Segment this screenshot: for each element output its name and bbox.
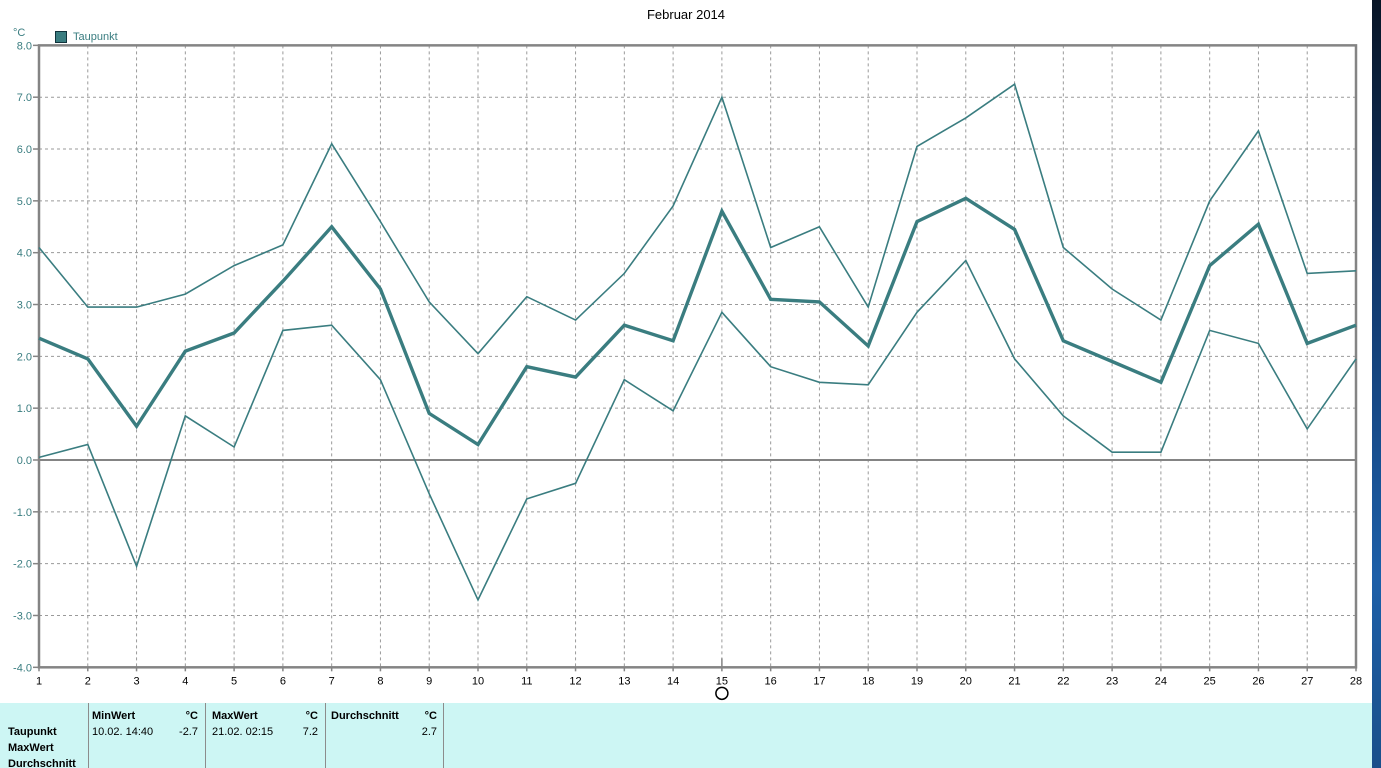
maxwert-date: 21.02. 02:15: [212, 726, 274, 738]
marked-day-circle[interactable]: [715, 686, 729, 701]
x-axis-label: 21: [1008, 675, 1020, 687]
x-axis-label: 22: [1057, 675, 1069, 687]
x-axis-label: 8: [377, 675, 383, 687]
x-axis-label: 3: [133, 675, 139, 687]
table-row-label-maxwert: MaxWert: [8, 742, 54, 754]
legend: Taupunkt: [55, 30, 118, 43]
x-axis-label: 25: [1204, 675, 1216, 687]
legend-swatch-icon: [55, 30, 67, 43]
table-separator: [205, 703, 206, 768]
x-axis-label: 20: [960, 675, 972, 687]
x-axis-label: 17: [813, 675, 825, 687]
y-axis-label: 6.0: [17, 144, 32, 156]
x-axis-label: 16: [765, 675, 777, 687]
y-axis-label: 2.0: [17, 351, 32, 363]
legend-label: Taupunkt: [73, 30, 118, 43]
table-header-durchschnitt: Durchschnitt: [331, 710, 399, 722]
table-header-minwert: MinWert: [92, 710, 136, 722]
x-axis-label: 13: [618, 675, 630, 687]
x-axis-label: 15: [716, 675, 728, 687]
table-separator: [325, 703, 326, 768]
y-axis-label: -2.0: [13, 559, 32, 571]
y-axis-label: 0.0: [17, 455, 32, 467]
x-axis-label: 4: [182, 675, 188, 687]
x-axis-label: 5: [231, 675, 237, 687]
min-line: [38, 259, 1357, 602]
y-axis-label: -3.0: [13, 610, 32, 622]
x-axis-label: 26: [1252, 675, 1264, 687]
y-axis-label: 7.0: [17, 92, 32, 104]
chart-canvas: 8.0 7.0 6.0 5.0 4.0 3.0 2.0 1.0 0.0 -1.0 -2.0 -3.0 -…: [13, 40, 1362, 701]
table-separator: [443, 703, 444, 768]
x-axis-label: 28: [1350, 675, 1362, 687]
max-line: [38, 82, 1357, 355]
x-axis-label: 7: [329, 675, 335, 687]
chart-title: Februar 2014: [646, 7, 726, 22]
table-row-label-taupunkt: Taupunkt: [8, 726, 57, 738]
window-edge: [1372, 0, 1381, 768]
y-axis-label: 8.0: [17, 40, 32, 52]
x-axis-label: 6: [280, 675, 286, 687]
table-row-label-durchschnitt: Durchschnitt: [8, 758, 76, 768]
durchschnitt-value: 2.7: [421, 726, 437, 738]
x-axis-label: 23: [1106, 675, 1118, 687]
x-axis-label: 14: [667, 675, 679, 687]
table-header-maxwert-unit: °C: [305, 710, 318, 722]
y-axis-label: 1.0: [17, 403, 32, 415]
minwert-date: 10.02. 14:40: [92, 726, 154, 738]
x-axis-label: 10: [472, 675, 484, 687]
y-axis-label: -4.0: [13, 662, 32, 674]
x-axis-label: 12: [569, 675, 581, 687]
y-axis-unit-label: °C: [13, 27, 26, 39]
x-axis-label: 11: [521, 675, 532, 687]
x-axis-label: 1: [36, 675, 42, 687]
y-axis-label: 5.0: [17, 196, 32, 208]
x-axis-label: 19: [911, 675, 923, 687]
table-separator: [88, 703, 89, 768]
maxwert-value: 7.2: [302, 726, 318, 738]
y-axis-label: 3.0: [17, 300, 32, 312]
x-axis-label: 24: [1155, 675, 1167, 687]
x-axis-label: 9: [426, 675, 432, 687]
y-axis-label: -1.0: [13, 507, 32, 519]
plot-border: [37, 44, 1358, 669]
x-axis-label: 27: [1301, 675, 1313, 687]
x-axis-label: 18: [862, 675, 874, 687]
y-axis-label: 4.0: [17, 248, 32, 260]
table-header-minwert-unit: °C: [185, 710, 198, 722]
table-header-durchschnitt-unit: °C: [424, 710, 437, 722]
mean-line: [38, 196, 1357, 447]
x-axis-label: 2: [85, 675, 91, 687]
table-header-maxwert: MaxWert: [212, 710, 258, 722]
minwert-value: -2.7: [179, 726, 198, 738]
statistics-table: MinWert °C MaxWert °C Durchschnitt °C Ta…: [0, 703, 1372, 768]
